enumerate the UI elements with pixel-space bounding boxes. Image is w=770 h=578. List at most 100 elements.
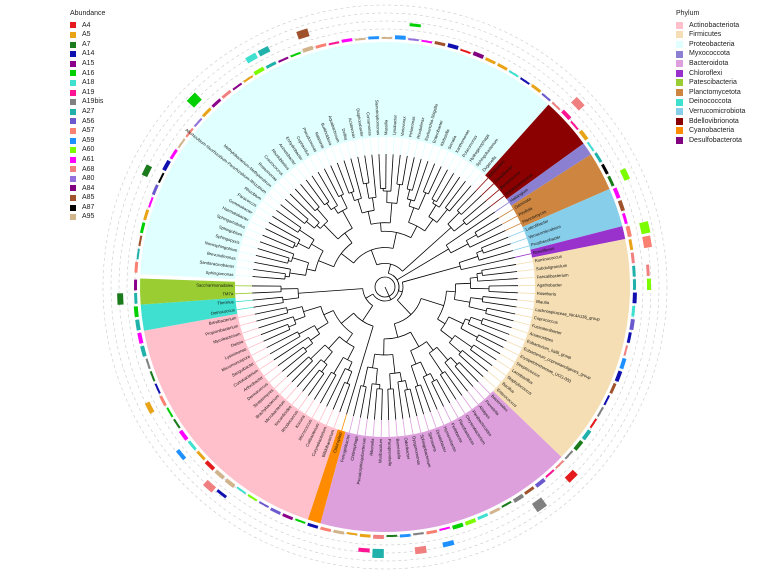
branch xyxy=(430,411,437,429)
branch xyxy=(396,183,403,186)
abundance-label: A61 xyxy=(82,155,95,163)
abundance-bar xyxy=(464,518,477,526)
abundance-bar xyxy=(144,401,155,414)
tip-label: Roseburia xyxy=(537,291,557,297)
branch xyxy=(287,257,290,264)
branch xyxy=(284,273,286,280)
phylum-legend-item: Bdellovibrionota xyxy=(676,117,745,127)
tip-label: Delftia xyxy=(341,128,349,141)
branch xyxy=(502,215,518,225)
branch xyxy=(323,224,339,240)
branch xyxy=(260,323,288,336)
branch xyxy=(252,296,283,301)
branch xyxy=(492,365,507,377)
phylum-sector xyxy=(140,42,549,280)
branch xyxy=(364,418,368,436)
abundance-bar xyxy=(196,450,206,461)
branch xyxy=(282,351,307,372)
branch xyxy=(311,243,324,252)
branch xyxy=(508,230,525,238)
abundance-bar xyxy=(258,501,270,509)
branch xyxy=(340,195,348,209)
phylum-swatch xyxy=(676,89,683,97)
tip-label: Faecalibacterium xyxy=(537,272,570,279)
phylum-swatch xyxy=(676,137,683,145)
branch xyxy=(485,189,500,202)
branch xyxy=(478,381,491,395)
branch xyxy=(265,228,296,244)
tip-label: Klebsiella xyxy=(439,128,451,147)
branch xyxy=(468,323,507,342)
branch xyxy=(399,372,403,382)
tip-label: Comamonas xyxy=(365,112,372,136)
branch xyxy=(300,184,320,208)
branch xyxy=(372,419,375,437)
branch xyxy=(406,157,415,190)
guide-ring xyxy=(110,12,660,562)
tip-label: Chloroplast xyxy=(332,431,343,454)
phylum-legend-item: Deinococcota xyxy=(676,97,745,107)
abundance-bar xyxy=(232,82,243,91)
abundance-label: A59 xyxy=(82,136,95,144)
branch xyxy=(420,298,444,307)
phylum-swatch xyxy=(676,69,683,77)
branch xyxy=(293,245,297,248)
abundance-bar xyxy=(333,529,345,535)
abundance-bar xyxy=(408,38,419,42)
branch xyxy=(319,374,337,404)
abundance-label: A5 xyxy=(82,31,91,39)
branch xyxy=(279,381,293,395)
branch xyxy=(346,141,352,159)
branch xyxy=(262,234,294,249)
branch xyxy=(299,229,315,241)
branch xyxy=(289,193,320,223)
branch xyxy=(397,299,412,315)
abundance-bar xyxy=(555,459,565,469)
tip-label: Ralstonia xyxy=(314,131,326,150)
tip-label: Massilia xyxy=(383,119,388,135)
branch xyxy=(481,264,517,271)
branch xyxy=(344,381,350,385)
tip-label: Thermus xyxy=(217,299,234,306)
branch xyxy=(346,333,353,343)
branch xyxy=(236,266,254,270)
branch xyxy=(431,381,444,407)
branch xyxy=(453,158,463,174)
abundance-swatch xyxy=(70,31,76,38)
abundance-swatch xyxy=(70,99,76,106)
branch xyxy=(333,357,344,374)
branch xyxy=(392,232,397,249)
branch xyxy=(291,360,313,383)
abundance-bar xyxy=(245,52,258,64)
abundance-bar xyxy=(414,545,427,555)
tip-label: Brevibacterium xyxy=(208,315,237,326)
abundance-bar xyxy=(372,548,384,558)
branch xyxy=(309,157,319,173)
branch xyxy=(319,220,329,229)
guide-ring xyxy=(102,4,668,570)
abundance-label: A87 xyxy=(82,203,95,211)
abundance-bar xyxy=(137,332,144,344)
branch xyxy=(410,350,417,365)
branch xyxy=(413,140,419,158)
branch xyxy=(380,222,382,232)
branch xyxy=(288,323,297,328)
branch xyxy=(429,373,435,381)
branch xyxy=(503,347,519,356)
branch xyxy=(396,154,401,185)
phylum-sector xyxy=(143,313,338,520)
branch xyxy=(333,411,341,429)
branch xyxy=(467,317,472,325)
branch xyxy=(432,200,435,204)
abundance-swatch xyxy=(70,214,76,221)
branch xyxy=(287,324,291,330)
branch xyxy=(458,362,479,383)
abundance-bar xyxy=(381,37,393,40)
branch xyxy=(363,366,369,387)
tip-label: Brevundimonas xyxy=(207,251,237,261)
abundance-legend-item: A16 xyxy=(70,69,105,79)
phylum-sectors xyxy=(140,42,630,532)
branch xyxy=(424,219,434,232)
branch xyxy=(268,371,283,383)
tip-label: Muribaculum xyxy=(378,438,384,463)
